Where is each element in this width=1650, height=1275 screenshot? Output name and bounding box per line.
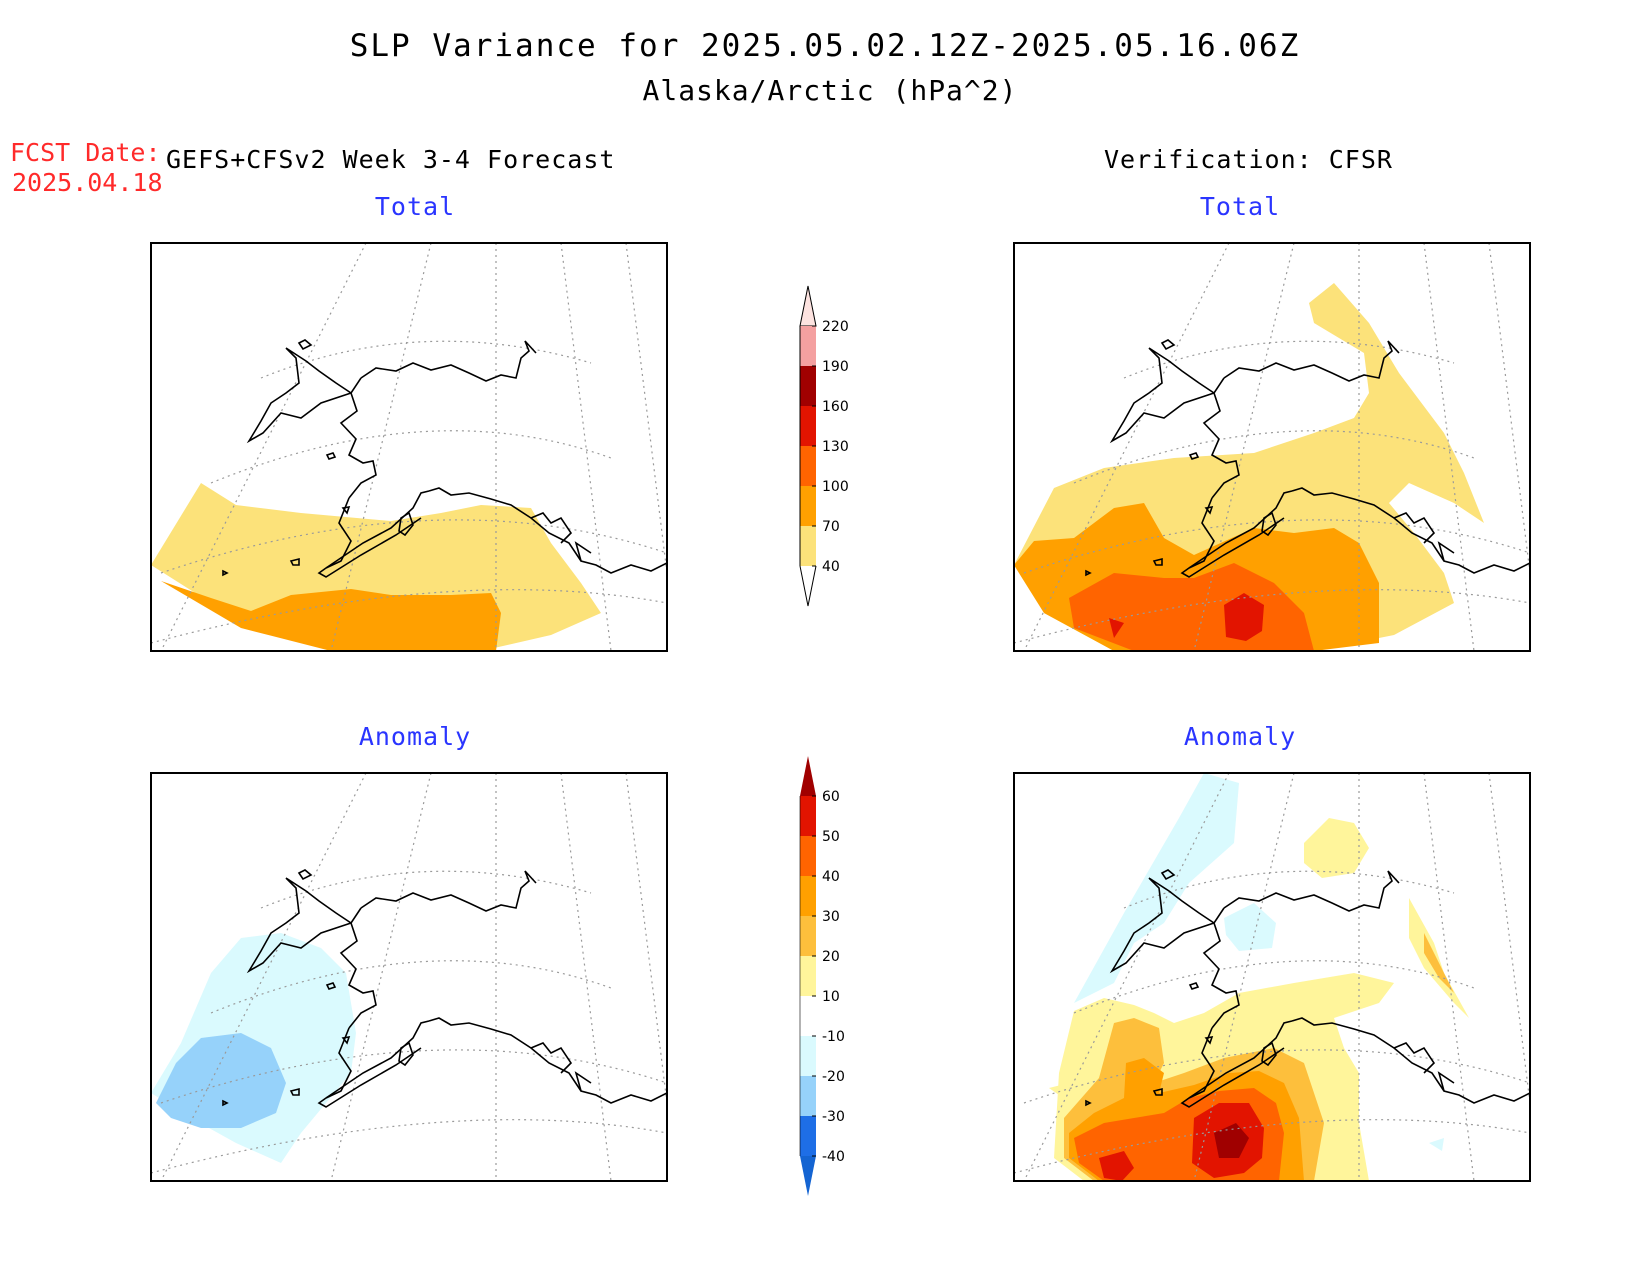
colorbar-total-swatch xyxy=(800,526,816,566)
verif-total-frame xyxy=(1013,242,1531,652)
page-title: SLP Variance for 2025.05.02.12Z-2025.05.… xyxy=(349,28,1301,64)
forecast-anomaly-frame xyxy=(150,772,668,1182)
colorbar-total-label: 100 xyxy=(822,479,849,495)
colorbar-anomaly-swatch xyxy=(800,1116,816,1156)
forecast-total-title: Total xyxy=(374,192,456,221)
colorbar-total-label: 70 xyxy=(822,519,840,535)
verification-column-header: Verification: CFSR xyxy=(1104,145,1393,174)
colorbar-anomaly-label: -20 xyxy=(822,1069,845,1085)
forecast-total-map xyxy=(151,243,667,651)
colorbar-total-label: 160 xyxy=(822,399,849,415)
verif-total-title: Total xyxy=(1199,192,1281,221)
forecast-total-frame xyxy=(150,242,668,652)
colorbar-anomaly-swatch xyxy=(800,1076,816,1116)
colorbar-anomaly-swatch xyxy=(800,796,816,836)
colorbar-total-swatch xyxy=(800,366,816,406)
colorbar-anomaly-swatch xyxy=(800,1036,816,1076)
colorbar-total-label: 220 xyxy=(822,319,849,335)
colorbar-anomaly-cap-top xyxy=(800,756,816,796)
colorbar-anomaly-cap-bottom xyxy=(800,1156,816,1196)
colorbar-anomaly-swatch xyxy=(800,996,816,1036)
colorbar-total-cap-top xyxy=(799,285,817,327)
colorbar-anomaly-swatch xyxy=(800,876,816,916)
colorbar-anomaly-label: -40 xyxy=(822,1149,845,1165)
forecast-date-label: FCST Date: xyxy=(10,138,161,167)
forecast-date-value: 2025.04.18 xyxy=(12,168,163,197)
forecast-anomaly-title: Anomaly xyxy=(358,722,472,751)
colorbar-anomaly-label: -10 xyxy=(822,1029,845,1045)
colorbar-anomaly-label: -30 xyxy=(822,1109,845,1125)
colorbar-anomaly-label: 10 xyxy=(822,989,840,1005)
colorbar-total: 220 190 160 130 100 70 40 xyxy=(799,285,849,607)
colorbar-anomaly: 60 50 40 30 20 10 -10 -20 -30 -40 xyxy=(799,756,845,1196)
colorbar-anomaly-label: 40 xyxy=(822,869,840,885)
colorbar-anomaly-label: 60 xyxy=(822,789,840,805)
colorbar-total-swatch xyxy=(800,446,816,486)
verif-anomaly-title: Anomaly xyxy=(1183,722,1297,751)
verif-anomaly-frame xyxy=(1013,772,1531,1182)
verif-total-map xyxy=(1014,243,1530,651)
colorbar-total-label: 190 xyxy=(822,359,849,375)
colorbar-total-swatch xyxy=(800,406,816,446)
colorbar-total-swatch xyxy=(800,486,816,526)
colorbar-total-label: 40 xyxy=(822,559,840,575)
colorbar-total-swatch xyxy=(800,326,816,366)
colorbar-anomaly-swatch xyxy=(800,916,816,956)
forecast-column-header: GEFS+CFSv2 Week 3-4 Forecast xyxy=(166,145,616,174)
colorbar-anomaly-label: 50 xyxy=(822,829,840,845)
colorbar-anomaly-label: 30 xyxy=(822,909,840,925)
colorbar-total-label: 130 xyxy=(822,439,849,455)
verif-anomaly-map xyxy=(1014,773,1530,1181)
page-subtitle: Alaska/Arctic (hPa^2) xyxy=(642,74,1018,107)
colorbar-anomaly-swatch xyxy=(800,836,816,876)
colorbar-total-cap-bottom xyxy=(799,565,817,607)
colorbar-anomaly-swatch xyxy=(800,956,816,996)
forecast-anomaly-map xyxy=(151,773,667,1181)
colorbar-anomaly-label: 20 xyxy=(822,949,840,965)
